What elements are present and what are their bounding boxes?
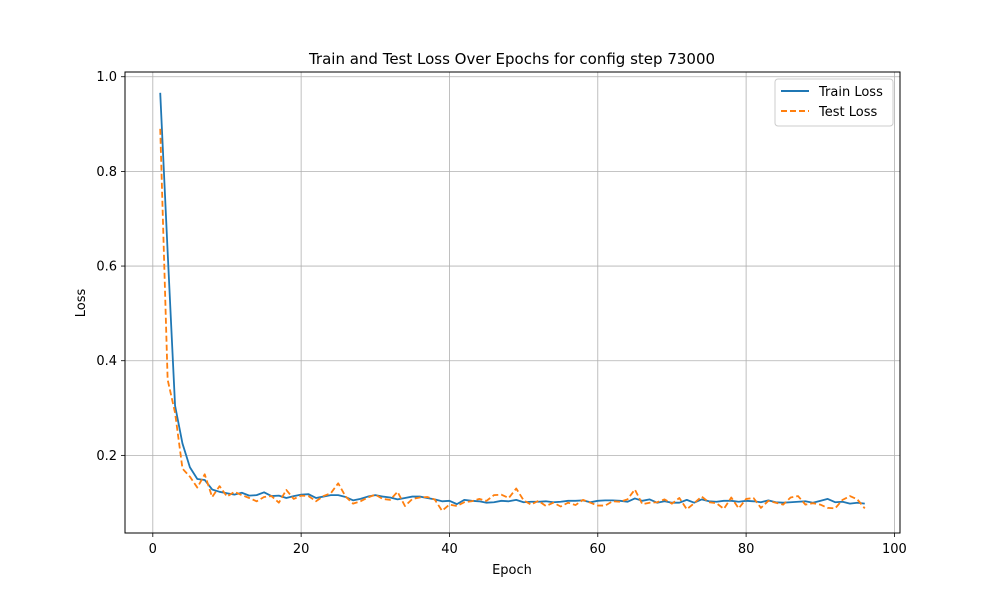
x-tick-label: 100 [882,542,907,557]
train-loss-line [159,92,865,506]
x-tick-label: 20 [293,542,310,557]
y-tick-label: 0.8 [96,165,117,180]
legend: Train Loss Test Loss [774,78,894,127]
chart-title: Train and Test Loss Over Epochs for conf… [308,50,715,68]
legend-label-test-loss: Test Loss [818,105,877,120]
x-tick-label: 40 [441,542,458,557]
grid [125,72,900,533]
series-lines [159,92,866,512]
legend-label-train-loss: Train Loss [818,85,883,100]
test-loss-line [159,128,866,512]
x-tick-label: 0 [149,542,157,557]
x-tick-label: 80 [738,542,755,557]
plot-frame [124,71,901,534]
y-axis-label: Loss [74,289,89,318]
y-tick-label: 0.2 [96,449,117,464]
x-tick-label: 60 [590,542,607,557]
axis-ticks: 0 20 40 60 80 100 0.2 0.4 0.6 0.8 1.0 [96,70,907,557]
y-tick-label: 0.6 [96,260,117,275]
x-axis-label: Epoch [492,563,532,578]
y-tick-label: 0.4 [96,354,117,369]
y-tick-label: 1.0 [96,70,117,85]
